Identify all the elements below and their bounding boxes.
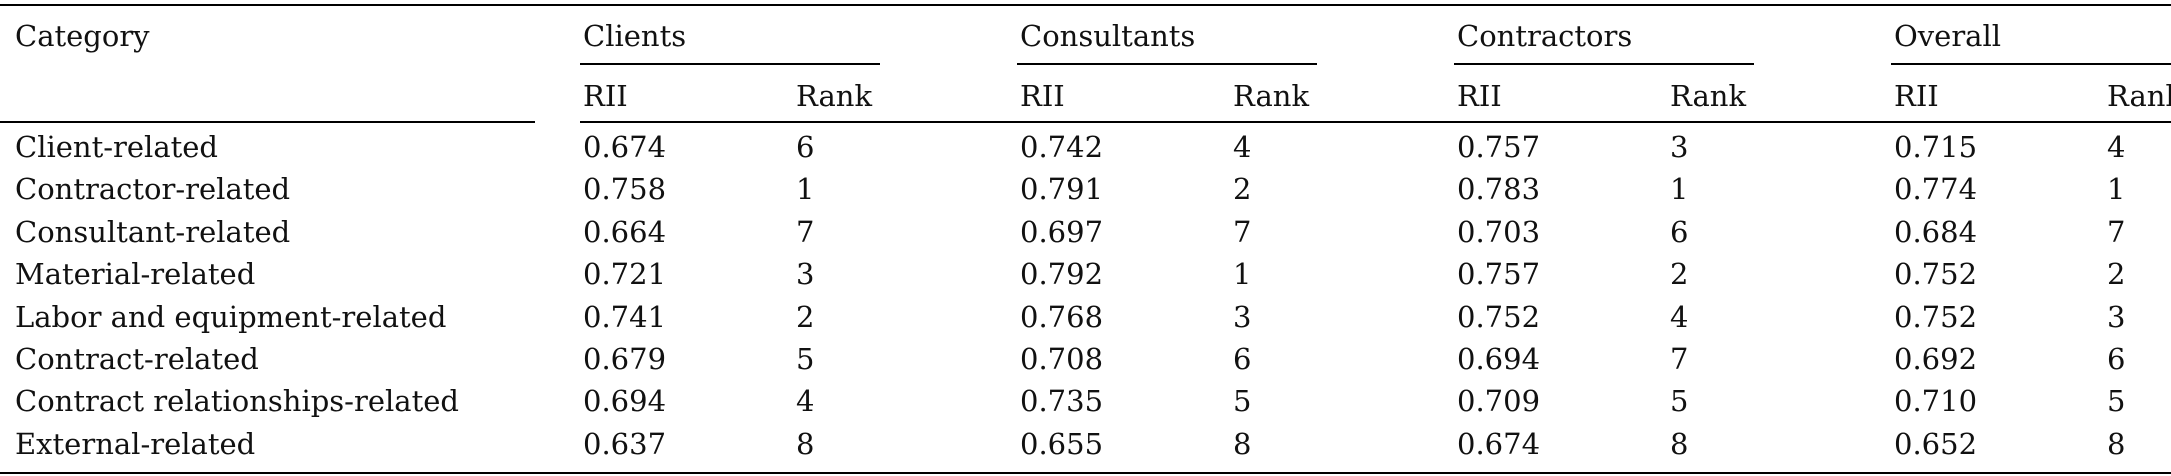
consultants-rank-header: Rank <box>1233 79 1310 113</box>
contractors-group-rule <box>1454 63 1754 65</box>
contractors-rank-cell: 5 <box>1670 384 1689 418</box>
clients-group-rule <box>580 63 880 65</box>
overall-rank-cell: 4 <box>2107 130 2126 164</box>
row-category-cell: External-related <box>15 427 256 461</box>
table-bottom-rule <box>0 472 2171 474</box>
consultants-rii-cell: 0.655 <box>1020 427 1104 461</box>
contractors-rank-cell: 7 <box>1670 342 1689 376</box>
clients-rii-cell: 0.637 <box>583 427 667 461</box>
overall-rank-cell: 8 <box>2107 427 2126 461</box>
overall-rank-cell: 5 <box>2107 384 2126 418</box>
consultants-rii-cell: 0.742 <box>1020 130 1104 164</box>
table-top-rule <box>0 4 2171 6</box>
header-bottom-rule-right <box>580 121 2171 123</box>
consultants-rii-cell: 0.792 <box>1020 257 1104 291</box>
category-header: Category <box>15 19 150 53</box>
contractors-rank-cell: 6 <box>1670 215 1689 249</box>
consultants-rank-cell: 8 <box>1233 427 1252 461</box>
contractors-rii-cell: 0.674 <box>1457 427 1541 461</box>
contractors-rank-cell: 1 <box>1670 172 1689 206</box>
overall-rii-cell: 0.652 <box>1894 427 1978 461</box>
overall-rii-cell: 0.715 <box>1894 130 1978 164</box>
contractors-rii-cell: 0.757 <box>1457 130 1541 164</box>
row-category-cell: Consultant-related <box>15 215 291 249</box>
overall-rii-cell: 0.684 <box>1894 215 1978 249</box>
clients-rank-header: Rank <box>796 79 873 113</box>
clients-rank-cell: 2 <box>796 300 815 334</box>
consultants-rank-cell: 1 <box>1233 257 1252 291</box>
clients-rank-cell: 7 <box>796 215 815 249</box>
contractors-rii-cell: 0.703 <box>1457 215 1541 249</box>
overall-rii-cell: 0.710 <box>1894 384 1978 418</box>
clients-rii-cell: 0.664 <box>583 215 667 249</box>
contractors-rank-header: Rank <box>1670 79 1747 113</box>
overall-rii-cell: 0.752 <box>1894 257 1978 291</box>
contractors-rii-cell: 0.757 <box>1457 257 1541 291</box>
overall-rank-header: Rank <box>2107 79 2171 113</box>
consultants-rii-cell: 0.791 <box>1020 172 1104 206</box>
consultants-rank-cell: 5 <box>1233 384 1252 418</box>
row-category-cell: Client-related <box>15 130 218 164</box>
clients-rank-cell: 6 <box>796 130 815 164</box>
consultants-rank-cell: 6 <box>1233 342 1252 376</box>
contractors-rii-cell: 0.752 <box>1457 300 1541 334</box>
consultants-rii-cell: 0.708 <box>1020 342 1104 376</box>
contractors-rank-cell: 4 <box>1670 300 1689 334</box>
consultants-rank-cell: 7 <box>1233 215 1252 249</box>
contractors-rank-cell: 8 <box>1670 427 1689 461</box>
row-category-cell: Labor and equipment-related <box>15 300 447 334</box>
contractors-rii-cell: 0.709 <box>1457 384 1541 418</box>
contractors-rii-cell: 0.694 <box>1457 342 1541 376</box>
contractors-rii-cell: 0.783 <box>1457 172 1541 206</box>
clients-rii-cell: 0.674 <box>583 130 667 164</box>
overall-rank-cell: 3 <box>2107 300 2126 334</box>
contractors-rank-cell: 2 <box>1670 257 1689 291</box>
contractors-header: Contractors <box>1457 19 1633 53</box>
consultants-rii-cell: 0.697 <box>1020 215 1104 249</box>
clients-rank-cell: 3 <box>796 257 815 291</box>
clients-rank-cell: 8 <box>796 427 815 461</box>
clients-rii-cell: 0.694 <box>583 384 667 418</box>
clients-rank-cell: 4 <box>796 384 815 418</box>
overall-rank-cell: 2 <box>2107 257 2126 291</box>
overall-rii-cell: 0.752 <box>1894 300 1978 334</box>
overall-rank-cell: 7 <box>2107 215 2126 249</box>
overall-rank-cell: 1 <box>2107 172 2126 206</box>
overall-rii-cell: 0.692 <box>1894 342 1978 376</box>
consultants-rank-cell: 4 <box>1233 130 1252 164</box>
consultants-rank-cell: 2 <box>1233 172 1252 206</box>
contractors-rank-cell: 3 <box>1670 130 1689 164</box>
clients-rank-cell: 5 <box>796 342 815 376</box>
row-category-cell: Contractor-related <box>15 172 291 206</box>
clients-rii-cell: 0.679 <box>583 342 667 376</box>
overall-rii-header: RII <box>1894 79 1939 113</box>
consultants-rii-cell: 0.735 <box>1020 384 1104 418</box>
row-category-cell: Contract-related <box>15 342 259 376</box>
row-category-cell: Material-related <box>15 257 256 291</box>
overall-header: Overall <box>1894 19 2002 53</box>
contractors-rii-header: RII <box>1457 79 1502 113</box>
clients-rii-header: RII <box>583 79 628 113</box>
consultants-group-rule <box>1017 63 1317 65</box>
clients-rii-cell: 0.741 <box>583 300 667 334</box>
overall-rii-cell: 0.774 <box>1894 172 1978 206</box>
row-category-cell: Contract relationships-related <box>15 384 459 418</box>
clients-rank-cell: 1 <box>796 172 815 206</box>
overall-group-rule <box>1891 63 2171 65</box>
consultants-rii-header: RII <box>1020 79 1065 113</box>
clients-rii-cell: 0.758 <box>583 172 667 206</box>
consultants-header: Consultants <box>1020 19 1196 53</box>
clients-rii-cell: 0.721 <box>583 257 667 291</box>
overall-rank-cell: 6 <box>2107 342 2126 376</box>
consultants-rii-cell: 0.768 <box>1020 300 1104 334</box>
clients-header: Clients <box>583 19 687 53</box>
consultants-rank-cell: 3 <box>1233 300 1252 334</box>
header-bottom-rule-left <box>0 121 535 123</box>
